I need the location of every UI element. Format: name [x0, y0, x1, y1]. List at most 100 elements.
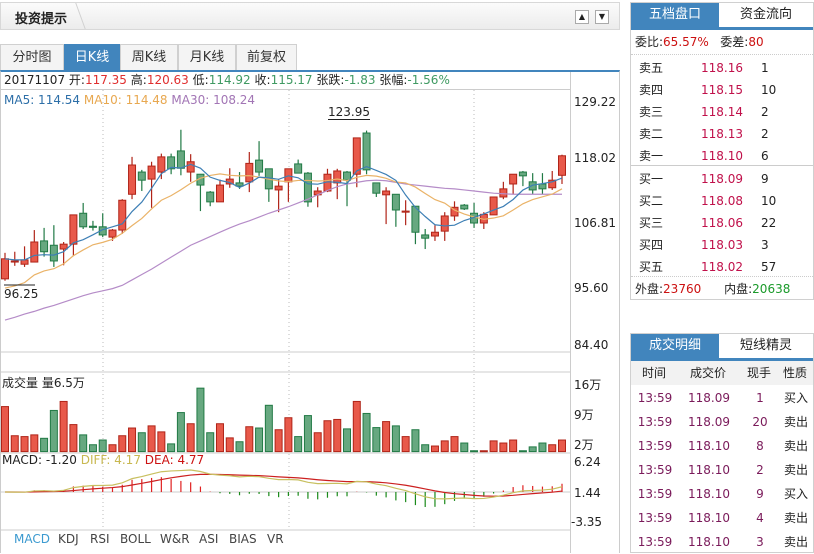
- volume-bar: [225, 437, 234, 453]
- trade-time: 13:59: [637, 463, 673, 477]
- candle-body: [167, 156, 176, 170]
- header-volume: 现手: [746, 366, 771, 380]
- indicator-vr[interactable]: VR: [267, 532, 284, 546]
- trade-row: 13:59 118.10 8 卖出: [632, 434, 813, 458]
- level-price: 118.09: [701, 172, 743, 186]
- candle-body: [10, 260, 19, 263]
- change-value: -1.83: [344, 73, 376, 87]
- tab-forward-adjust[interactable]: 前复权: [236, 44, 297, 71]
- dea-line: [4, 473, 563, 497]
- volume-bar: [30, 434, 39, 453]
- high-label: 高:: [130, 73, 147, 87]
- ma30-legend: MA30: 108.24: [171, 93, 256, 107]
- indicator-rsi[interactable]: RSI: [90, 532, 110, 546]
- level-volume: 10: [761, 194, 777, 208]
- level-name: 买五: [639, 260, 664, 274]
- volume-bar: [1, 406, 9, 453]
- candle-body: [128, 164, 137, 195]
- candle-body: [40, 240, 49, 253]
- trade-type: 卖出: [783, 535, 808, 549]
- trade-price: 118.10: [688, 463, 730, 477]
- tab-short-line[interactable]: 短线精灵: [739, 338, 792, 353]
- candle-body: [59, 243, 68, 250]
- ask-row: 卖一 118.10 6: [639, 145, 809, 167]
- volume-bar: [411, 429, 420, 453]
- macd-tick: 1.44: [574, 486, 601, 500]
- macd-tick: -3.35: [571, 515, 603, 529]
- tab-order-book[interactable]: 五档盘口: [631, 3, 719, 27]
- volume-bar: [430, 445, 439, 453]
- trade-volume: 3: [756, 535, 764, 549]
- low-label: 低:: [192, 73, 209, 87]
- level-volume: 1: [761, 61, 769, 75]
- trade-price: 118.09: [688, 391, 730, 405]
- level-volume: 57: [761, 260, 777, 274]
- info-date: 20171107: [4, 73, 66, 87]
- outer-value: 23760: [663, 282, 702, 296]
- trade-time: 13:59: [637, 511, 673, 525]
- candle-body: [108, 229, 117, 238]
- ask-row: 卖三 118.14 2: [639, 101, 809, 123]
- indicator-kdj[interactable]: KDJ: [58, 532, 79, 546]
- ma5-legend: MA5: 114.54: [4, 93, 81, 107]
- indicator-wr[interactable]: W&R: [160, 532, 190, 546]
- level-volume: 6: [761, 149, 769, 163]
- candle-body: [79, 212, 88, 228]
- volume-bar: [509, 439, 518, 453]
- level-price: 118.14: [701, 105, 743, 119]
- candle-body: [30, 241, 39, 263]
- volume-tick: 9万: [574, 408, 594, 422]
- trade-price: 118.10: [688, 511, 730, 525]
- tab-underline: [631, 358, 813, 361]
- candle-body: [391, 193, 400, 211]
- tab-fund-flow[interactable]: 资金流向: [739, 7, 792, 22]
- candle-body: [88, 225, 97, 228]
- candle-body: [421, 234, 430, 239]
- ratio-value: 65.57%: [663, 35, 709, 49]
- kline-chart-svg[interactable]: [0, 0, 620, 553]
- trade-volume: 20: [752, 415, 768, 429]
- volume-bar: [460, 442, 469, 453]
- volume-bar: [303, 415, 312, 453]
- candle-body: [215, 184, 224, 203]
- level-name: 卖一: [639, 149, 664, 163]
- candle-body: [333, 170, 342, 184]
- trade-volume: 9: [756, 487, 764, 501]
- ratio-row: 委比:65.57% 委差:80: [635, 33, 764, 51]
- indicator-bias[interactable]: BIAS: [229, 532, 257, 546]
- indicator-macd[interactable]: MACD: [14, 532, 50, 546]
- axis-divider: [570, 72, 571, 553]
- volume-bar: [372, 427, 381, 453]
- inner-value: 20638: [752, 282, 791, 296]
- ma10-legend: MA10: 114.48: [83, 93, 168, 107]
- divider: [631, 165, 813, 166]
- tab-intraday[interactable]: 分时图: [0, 44, 64, 71]
- tab-trade-detail[interactable]: 成交明细: [631, 334, 719, 358]
- volume-bar: [137, 432, 146, 453]
- candle-body: [489, 196, 498, 216]
- volume-bar: [518, 450, 527, 453]
- candle-body: [1, 258, 9, 280]
- candle-body: [509, 173, 518, 185]
- tab-weekly-k[interactable]: 周K线: [120, 44, 178, 71]
- indicator-asi[interactable]: ASI: [199, 532, 219, 546]
- level-volume: 22: [761, 216, 777, 230]
- trade-type: 卖出: [783, 439, 808, 453]
- level-price: 118.08: [701, 194, 743, 208]
- tab-daily-k[interactable]: 日K线: [64, 44, 120, 71]
- indicator-boll[interactable]: BOLL: [120, 532, 151, 546]
- volume-bar: [450, 436, 459, 453]
- panel-title: 投资提示: [15, 12, 68, 27]
- volume-bar: [489, 440, 498, 453]
- candle-body: [20, 259, 29, 265]
- trade-row: 13:59 118.10 9 买入: [632, 482, 813, 506]
- volume-bar: [235, 441, 244, 453]
- trade-row: 13:59 118.10 2 卖出: [632, 458, 813, 482]
- collapse-down-button[interactable]: ▼: [595, 10, 609, 24]
- candle-body: [343, 171, 352, 181]
- tab-monthly-k[interactable]: 月K线: [178, 44, 236, 71]
- trade-time: 13:59: [637, 439, 673, 453]
- trade-type: 卖出: [783, 511, 808, 525]
- collapse-up-button[interactable]: ▲: [575, 10, 589, 24]
- inner-label: 内盘:: [724, 282, 753, 296]
